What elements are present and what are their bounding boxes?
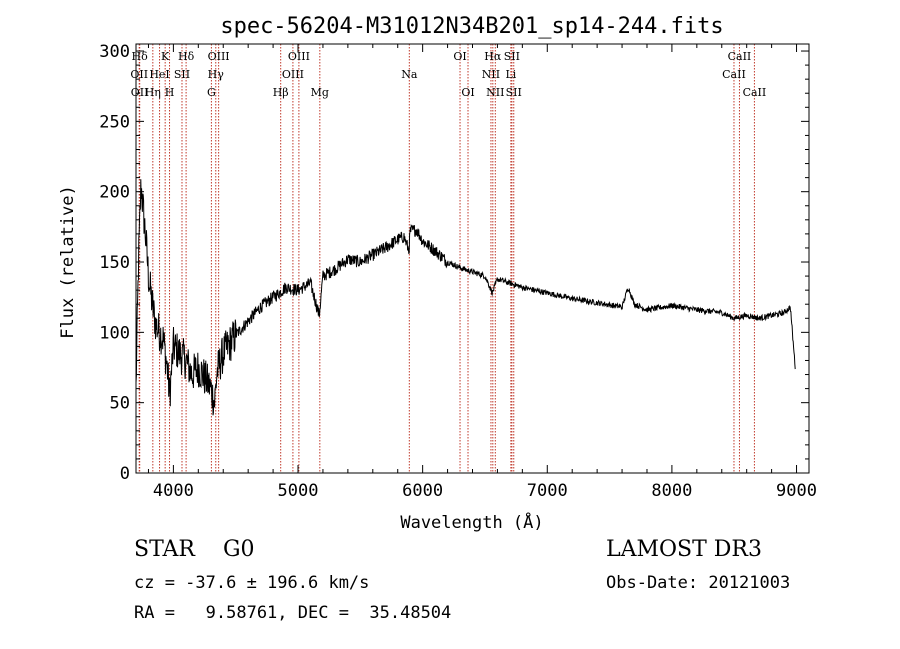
y-tick-label-5: 250 (99, 112, 130, 132)
line-label-20: SII (504, 50, 520, 63)
spectrum-line (135, 179, 796, 416)
line-label-3: K (161, 50, 170, 63)
y-tick-label-0: 0 (120, 464, 130, 484)
line-label-1: OII (130, 68, 148, 81)
line-label-21: NII (482, 68, 500, 81)
y-tick-label-1: 50 (110, 394, 130, 414)
line-label-25: CaII (728, 50, 752, 63)
line-label-24: SII (506, 86, 522, 99)
line-label-5: Hη (145, 86, 161, 99)
line-label-15: Mg (311, 86, 329, 99)
line-label-9: OIII (208, 50, 230, 63)
line-label-19: Hα (484, 50, 502, 63)
line-label-18: OI (461, 86, 474, 99)
y-tick-label-2: 100 (99, 323, 130, 343)
x-tick-label-5: 9000 (776, 481, 817, 501)
line-label-14: Hβ (273, 86, 289, 99)
line-label-8: Hδ (178, 50, 195, 63)
line-label-2: OII (131, 86, 149, 99)
survey-name: LAMOST DR3 (606, 537, 762, 562)
line-label-0: Hδ (132, 50, 149, 63)
y-tick-label-6: 300 (99, 42, 130, 62)
x-axis-ticks: 4000 5000 6000 7000 8000 9000 (147, 44, 817, 501)
x-axis-label: Wavelength (Å) (400, 511, 543, 533)
y-tick-label-3: 150 (99, 253, 130, 273)
plot-frame (135, 43, 810, 474)
spectral-line-markers (138, 44, 755, 473)
y-axis-ticks: 0 50 100 150 200 250 300 (99, 42, 809, 484)
line-label-4: HeI (149, 68, 169, 81)
x-tick-label-4: 8000 (651, 481, 692, 501)
x-tick-label-3: 7000 (527, 481, 568, 501)
y-axis-label: Flux (relative) (58, 185, 78, 339)
line-label-16: Na (401, 68, 418, 81)
line-label-6: SII (174, 68, 190, 81)
redshift-cz: cz = -37.6 ± 196.6 km/s (134, 573, 370, 593)
line-label-22: Li (505, 68, 516, 81)
chart-title: spec-56204-M31012N34B201_sp14-244.fits (220, 14, 723, 39)
observation-date: Obs-Date: 20121003 (606, 573, 791, 593)
line-label-17: OI (453, 50, 466, 63)
line-label-13: OIII (282, 68, 304, 81)
x-tick-label-1: 5000 (278, 481, 319, 501)
ra-dec-coordinates: RA = 9.58761, DEC = 35.48504 (134, 603, 452, 623)
y-tick-label-4: 200 (99, 183, 130, 203)
spectral-line-labels: Hδ OII OII K HeI Hη SII H Hδ OIII Hγ G OIII OIII Hβ Mg N… (130, 50, 766, 99)
line-label-11: G (207, 86, 216, 99)
line-label-23: NII (486, 86, 504, 99)
x-tick-label-0: 4000 (153, 481, 194, 501)
line-label-26: CaII (722, 68, 746, 81)
line-label-27: CaII (743, 86, 767, 99)
x-tick-label-2: 6000 (402, 481, 443, 501)
line-label-7: H (165, 86, 175, 99)
line-label-12: OIII (288, 50, 310, 63)
spectral-class: STAR G0 (134, 537, 255, 562)
line-label-10: Hγ (208, 68, 225, 81)
